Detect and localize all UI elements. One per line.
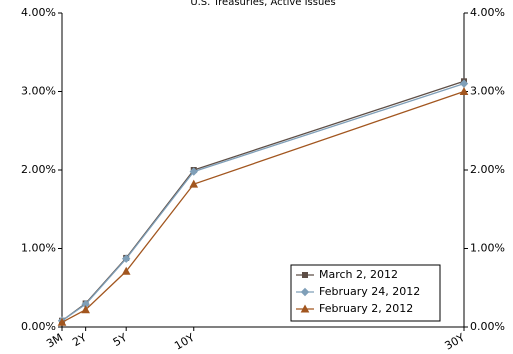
y2-tick-label: 1.00% (470, 242, 505, 255)
x-tick-label: 10Y (172, 331, 197, 353)
marker (189, 179, 199, 188)
x-tick-label: 30Y (443, 331, 468, 353)
marker (121, 254, 131, 263)
x-tick-label: 2Y (70, 331, 89, 349)
marker (121, 266, 131, 275)
legend-marker (300, 287, 310, 297)
legend-label: February 24, 2012 (319, 285, 420, 298)
x-tick-label: 5Y (111, 331, 130, 349)
y-tick-label: 4.00% (21, 6, 56, 19)
legend-box (290, 264, 441, 322)
legend: March 2, 2012 February 24, 2012 February 2… (290, 264, 441, 322)
y2-tick-label: 0.00% (470, 320, 505, 333)
legend-marker (302, 272, 308, 278)
y-tick-label: 3.00% (21, 85, 56, 98)
y-tick-label: 1.00% (21, 242, 56, 255)
marker (459, 86, 469, 95)
chart-title: U.S. Treasuries, Active Issues (190, 0, 335, 8)
marker (189, 167, 198, 176)
y-tick-label: 2.00% (21, 163, 56, 176)
legend-label: February 2, 2012 (319, 302, 413, 315)
y2-tick-label: 2.00% (470, 163, 505, 176)
marker (57, 317, 67, 326)
marker (81, 305, 90, 314)
y-tick-label: 0.00% (21, 320, 56, 333)
y2-tick-label: 4.00% (470, 6, 505, 19)
x-tick-label: 3M (44, 331, 65, 351)
legend-label: March 2, 2012 (319, 268, 398, 281)
legend-marker (300, 304, 310, 313)
y2-tick-label: 3.00% (470, 85, 505, 98)
